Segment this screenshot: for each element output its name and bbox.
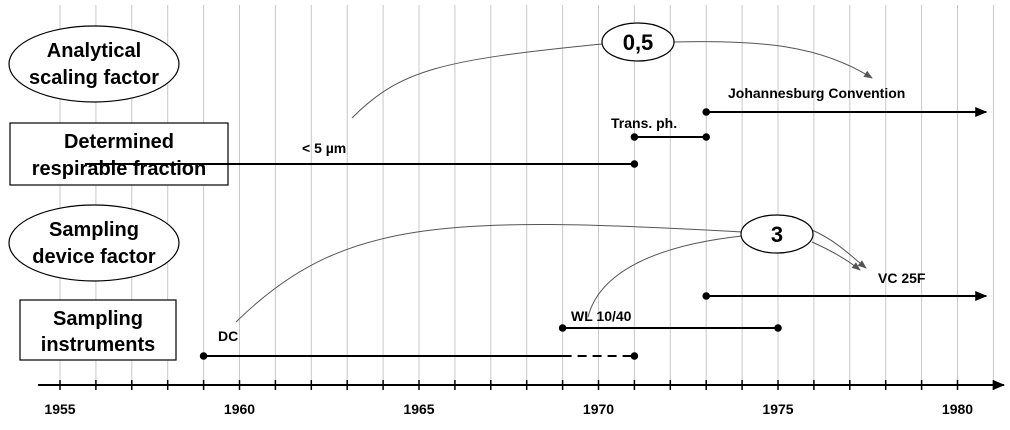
category-analytical: Analytical scaling factor	[8, 25, 180, 103]
category-line2: device factor	[32, 246, 156, 268]
label-5um: < 5 µm	[302, 140, 346, 156]
curve-0-5-to-johannesburg	[673, 41, 873, 79]
timeline-vc25f	[702, 291, 988, 301]
bar-end-dot	[630, 352, 639, 360]
category-line1: Sampling	[53, 308, 143, 330]
timeline-dc	[199, 352, 639, 360]
bar-start-dot	[558, 324, 567, 332]
label-vc25f: VC 25F	[878, 270, 926, 286]
bar-start-dot	[199, 352, 208, 360]
category-line1: Sampling	[49, 219, 139, 241]
year-gridlines	[59, 5, 994, 385]
label-dc: DC	[218, 328, 238, 344]
curve-5um-to-0-5	[351, 43, 603, 119]
connector-curves	[235, 41, 873, 323]
curve-3-to-vc25f-2	[811, 241, 861, 271]
bar-start-dot	[630, 133, 639, 141]
category-respirable: Determined respirable fraction	[9, 122, 229, 186]
category-instruments: Sampling instruments	[19, 299, 177, 361]
tick-label-1955: 1955	[44, 401, 75, 417]
label-wl1040: WL 10/40	[571, 308, 632, 324]
category-line1: Analytical	[47, 40, 141, 62]
badge-ellipse	[740, 214, 814, 254]
label-trans-ph: Trans. ph.	[611, 115, 677, 131]
tick-label-1965: 1965	[403, 401, 434, 417]
bar-start-dot	[702, 108, 710, 116]
tick-label-1980: 1980	[942, 401, 973, 417]
bar-end-dot	[774, 324, 782, 332]
badge-analytical-factor: 0,5	[601, 22, 675, 62]
category-line2: scaling factor	[29, 67, 159, 89]
bar-end-dot	[630, 160, 639, 168]
timeline-respirable-5um	[85, 160, 639, 168]
tick-label-1975: 1975	[762, 401, 793, 417]
curve-wl-to-3	[587, 235, 743, 318]
category-line2: instruments	[41, 334, 155, 356]
bar-end-dot	[702, 133, 710, 141]
timeline-bars	[85, 107, 988, 360]
category-ellipse	[8, 204, 180, 282]
category-device: Sampling device factor	[8, 204, 180, 282]
tick-label-1960: 1960	[224, 401, 255, 417]
curve-dc-to-3	[235, 224, 743, 323]
timeline-johannesburg	[702, 107, 988, 117]
time-axis: 1955 1960 1965 1970 1975 1980	[38, 380, 1005, 417]
badge-value: 0,5	[623, 30, 654, 55]
category-line2: respirable fraction	[32, 158, 207, 180]
tick-label-1970: 1970	[583, 401, 614, 417]
category-ellipse	[8, 25, 180, 103]
category-box	[19, 299, 177, 361]
category-box	[9, 122, 229, 186]
badge-device-factor: 3	[740, 214, 814, 254]
bar-start-dot	[702, 292, 710, 300]
timeline-trans-ph	[630, 133, 710, 141]
timeline-labels: < 5 µm Trans. ph. Johannesburg Conventio…	[218, 85, 926, 344]
badge-value: 3	[771, 222, 783, 247]
curve-3-to-vc25f	[811, 229, 867, 269]
timeline-wl1040	[558, 324, 782, 332]
category-line1: Determined	[64, 131, 174, 153]
badge-ellipse	[601, 22, 675, 62]
axis-ticks: 1955 1960 1965 1970 1975 1980	[44, 380, 995, 417]
label-johannesburg: Johannesburg Convention	[728, 85, 905, 101]
